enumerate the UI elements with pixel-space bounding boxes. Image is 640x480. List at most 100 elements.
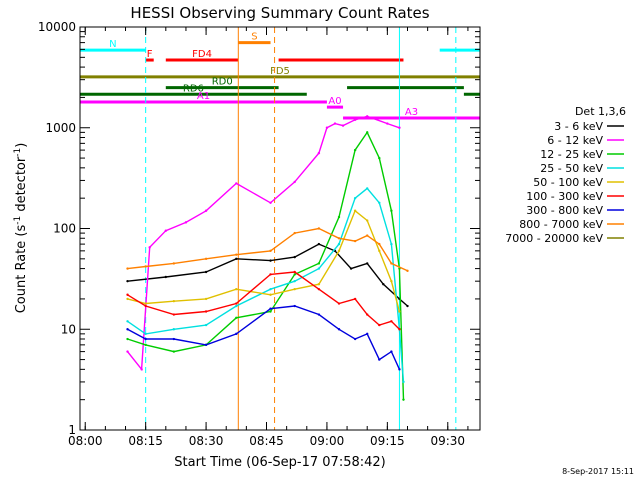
data-point-100-300-kev: [269, 273, 272, 276]
data-point-800-7000-kev: [144, 265, 147, 268]
data-point-12-25-kev: [353, 148, 357, 152]
data-point-100-300-kev: [337, 302, 341, 305]
data-point-6-12-kev: [325, 126, 329, 129]
flag-label-s: S: [251, 32, 257, 43]
data-point-800-7000-kev: [317, 227, 321, 230]
data-point-800-7000-kev: [269, 249, 272, 253]
data-point-100-300-kev: [126, 293, 129, 296]
series-line-50-100-kev: [127, 209, 401, 312]
data-point-300-800-kev: [144, 337, 147, 341]
data-point-300-800-kev: [353, 337, 357, 341]
data-point-100-300-kev: [390, 320, 393, 323]
data-point-100-300-kev: [398, 328, 401, 331]
data-point-6-12-kev: [341, 124, 345, 127]
data-point-50-100-kev: [378, 249, 381, 253]
data-point-25-50-kev: [172, 328, 176, 331]
y-axis-label: Count Rate (s-1 detector-1): [13, 143, 29, 314]
data-point-25-50-kev: [353, 196, 357, 200]
data-point-12-25-kev: [172, 350, 176, 353]
flag-label-a0: A0: [328, 96, 341, 107]
data-point-25-50-kev: [378, 201, 381, 204]
data-point-300-800-kev: [235, 332, 238, 336]
data-point-6-12-kev: [398, 126, 401, 129]
data-point-3-6-kev: [235, 257, 238, 261]
data-point-300-800-kev: [204, 343, 208, 347]
x-tick-label: 08:00: [68, 434, 103, 448]
data-point-800-7000-kev: [293, 231, 296, 235]
data-point-300-800-kev: [172, 337, 176, 341]
flag-label-a3: A3: [405, 107, 418, 118]
data-point-12-25-kev: [293, 273, 296, 276]
legend-label-300-800-kev: 300 - 800 keV: [526, 204, 603, 217]
data-point-300-800-kev: [269, 307, 272, 310]
data-point-300-800-kev: [317, 313, 321, 316]
data-point-50-100-kev: [398, 310, 401, 313]
data-point-800-7000-kev: [353, 239, 357, 243]
data-point-25-50-kev: [144, 332, 147, 336]
data-point-50-100-kev: [172, 299, 176, 303]
data-point-800-7000-kev: [378, 242, 381, 246]
data-point-6-12-kev: [140, 368, 143, 371]
data-point-300-800-kev: [390, 350, 393, 353]
x-tick-label: 09:00: [310, 434, 345, 448]
x-tick-label: 08:15: [128, 434, 163, 448]
series-line-800-7000-kev: [127, 227, 408, 272]
data-point-25-50-kev: [269, 287, 272, 291]
data-point-50-100-kev: [126, 297, 129, 301]
data-point-100-300-kev: [172, 313, 176, 316]
data-point-50-100-kev: [204, 297, 208, 301]
data-point-25-50-kev: [204, 323, 208, 327]
flag-label-fd5: FD5: [270, 66, 290, 77]
data-point-800-7000-kev: [235, 253, 238, 256]
data-point-50-100-kev: [293, 287, 296, 291]
y-tick-label: 1000: [45, 121, 76, 135]
data-point-3-6-kev: [349, 267, 353, 270]
data-point-800-7000-kev: [204, 257, 208, 261]
legend-label-800-7000-kev: 800 - 7000 keV: [519, 218, 603, 231]
series-lines: [126, 115, 409, 401]
data-point-800-7000-kev: [337, 237, 341, 240]
data-point-6-12-kev: [386, 122, 389, 125]
series-line-3-6-kev: [127, 243, 408, 307]
x-tick-label: 08:30: [189, 434, 224, 448]
data-point-6-12-kev: [204, 209, 208, 212]
data-point-25-50-kev: [293, 279, 296, 283]
flag-label-rd0: RD0: [212, 77, 233, 88]
data-point-6-12-kev: [333, 122, 337, 125]
data-point-6-12-kev: [293, 180, 296, 184]
data-point-12-25-kev: [317, 262, 321, 265]
data-point-50-100-kev: [353, 209, 357, 212]
footer-timestamp: 8-Sep-2017 15:11: [562, 467, 634, 476]
data-point-100-300-kev: [293, 270, 296, 274]
data-point-100-300-kev: [378, 323, 381, 327]
data-point-12-25-kev: [126, 337, 129, 341]
data-point-3-6-kev: [164, 275, 168, 279]
y-tick-label: 100: [53, 222, 76, 236]
data-point-12-25-kev: [366, 131, 369, 134]
data-point-6-12-kev: [317, 151, 321, 155]
legend-label-100-300-kev: 100 - 300 keV: [526, 190, 603, 203]
data-point-25-50-kev: [337, 242, 341, 246]
series-line-25-50-kev: [127, 187, 405, 382]
data-point-100-300-kev: [317, 287, 321, 291]
data-point-800-7000-kev: [390, 262, 393, 265]
data-point-3-6-kev: [293, 255, 296, 259]
data-point-12-25-kev: [144, 343, 147, 347]
x-tick-label: 09:30: [430, 434, 465, 448]
data-point-3-6-kev: [366, 262, 369, 265]
data-point-6-12-kev: [366, 115, 369, 118]
data-point-50-100-kev: [366, 219, 369, 222]
data-point-25-50-kev: [402, 380, 405, 384]
legend-label-7000-20000-kev: 7000 - 20000 keV: [505, 232, 603, 245]
data-point-50-100-kev: [337, 249, 341, 253]
data-point-25-50-kev: [366, 187, 369, 190]
data-point-6-12-kev: [184, 221, 188, 224]
series-line-6-12-kev: [126, 115, 400, 372]
data-point-300-800-kev: [126, 328, 129, 331]
legend-label-25-50-kev: 25 - 50 keV: [540, 162, 603, 175]
data-point-25-50-kev: [126, 320, 129, 323]
data-point-50-100-kev: [390, 279, 393, 283]
flag-label-a1: A1: [197, 91, 210, 102]
legend-title: Det 1,3,6: [575, 105, 626, 118]
